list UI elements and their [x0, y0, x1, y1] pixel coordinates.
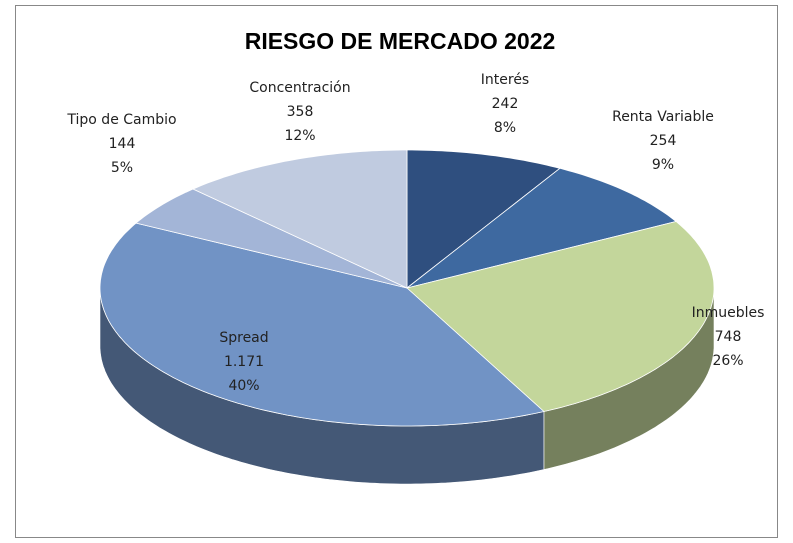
value-label: 358 — [287, 104, 314, 120]
percent-label: 8% — [494, 120, 516, 136]
slice — [406, 149, 561, 289]
data-labels: Interés 242 8% Renta Variable 254 9% Inmuebles… — [66, 72, 764, 394]
category-label: Spread — [219, 330, 268, 346]
value-label: 144 — [109, 136, 136, 152]
category-label: Inmuebles — [692, 305, 765, 321]
percent-label: 5% — [111, 160, 133, 176]
value-label: 254 — [650, 133, 677, 149]
percent-label: 26% — [712, 353, 743, 369]
percent-label: 12% — [284, 128, 315, 144]
slice — [406, 221, 715, 412]
slice — [99, 222, 545, 427]
slice — [135, 188, 408, 289]
category-label: Renta Variable — [612, 109, 714, 125]
slice — [191, 149, 408, 289]
value-label: 242 — [492, 96, 519, 112]
category-label: Concentración — [249, 80, 350, 96]
value-label: 1.171 — [224, 354, 264, 370]
percent-label: 40% — [228, 378, 259, 394]
pie-tops — [99, 149, 715, 427]
chart-title: RIESGO DE MERCADO 2022 — [245, 28, 556, 54]
percent-label: 9% — [652, 157, 674, 173]
slice — [406, 167, 678, 289]
category-label: Interés — [481, 72, 529, 88]
category-label: Tipo de Cambio — [66, 112, 176, 128]
value-label: 748 — [715, 329, 742, 345]
